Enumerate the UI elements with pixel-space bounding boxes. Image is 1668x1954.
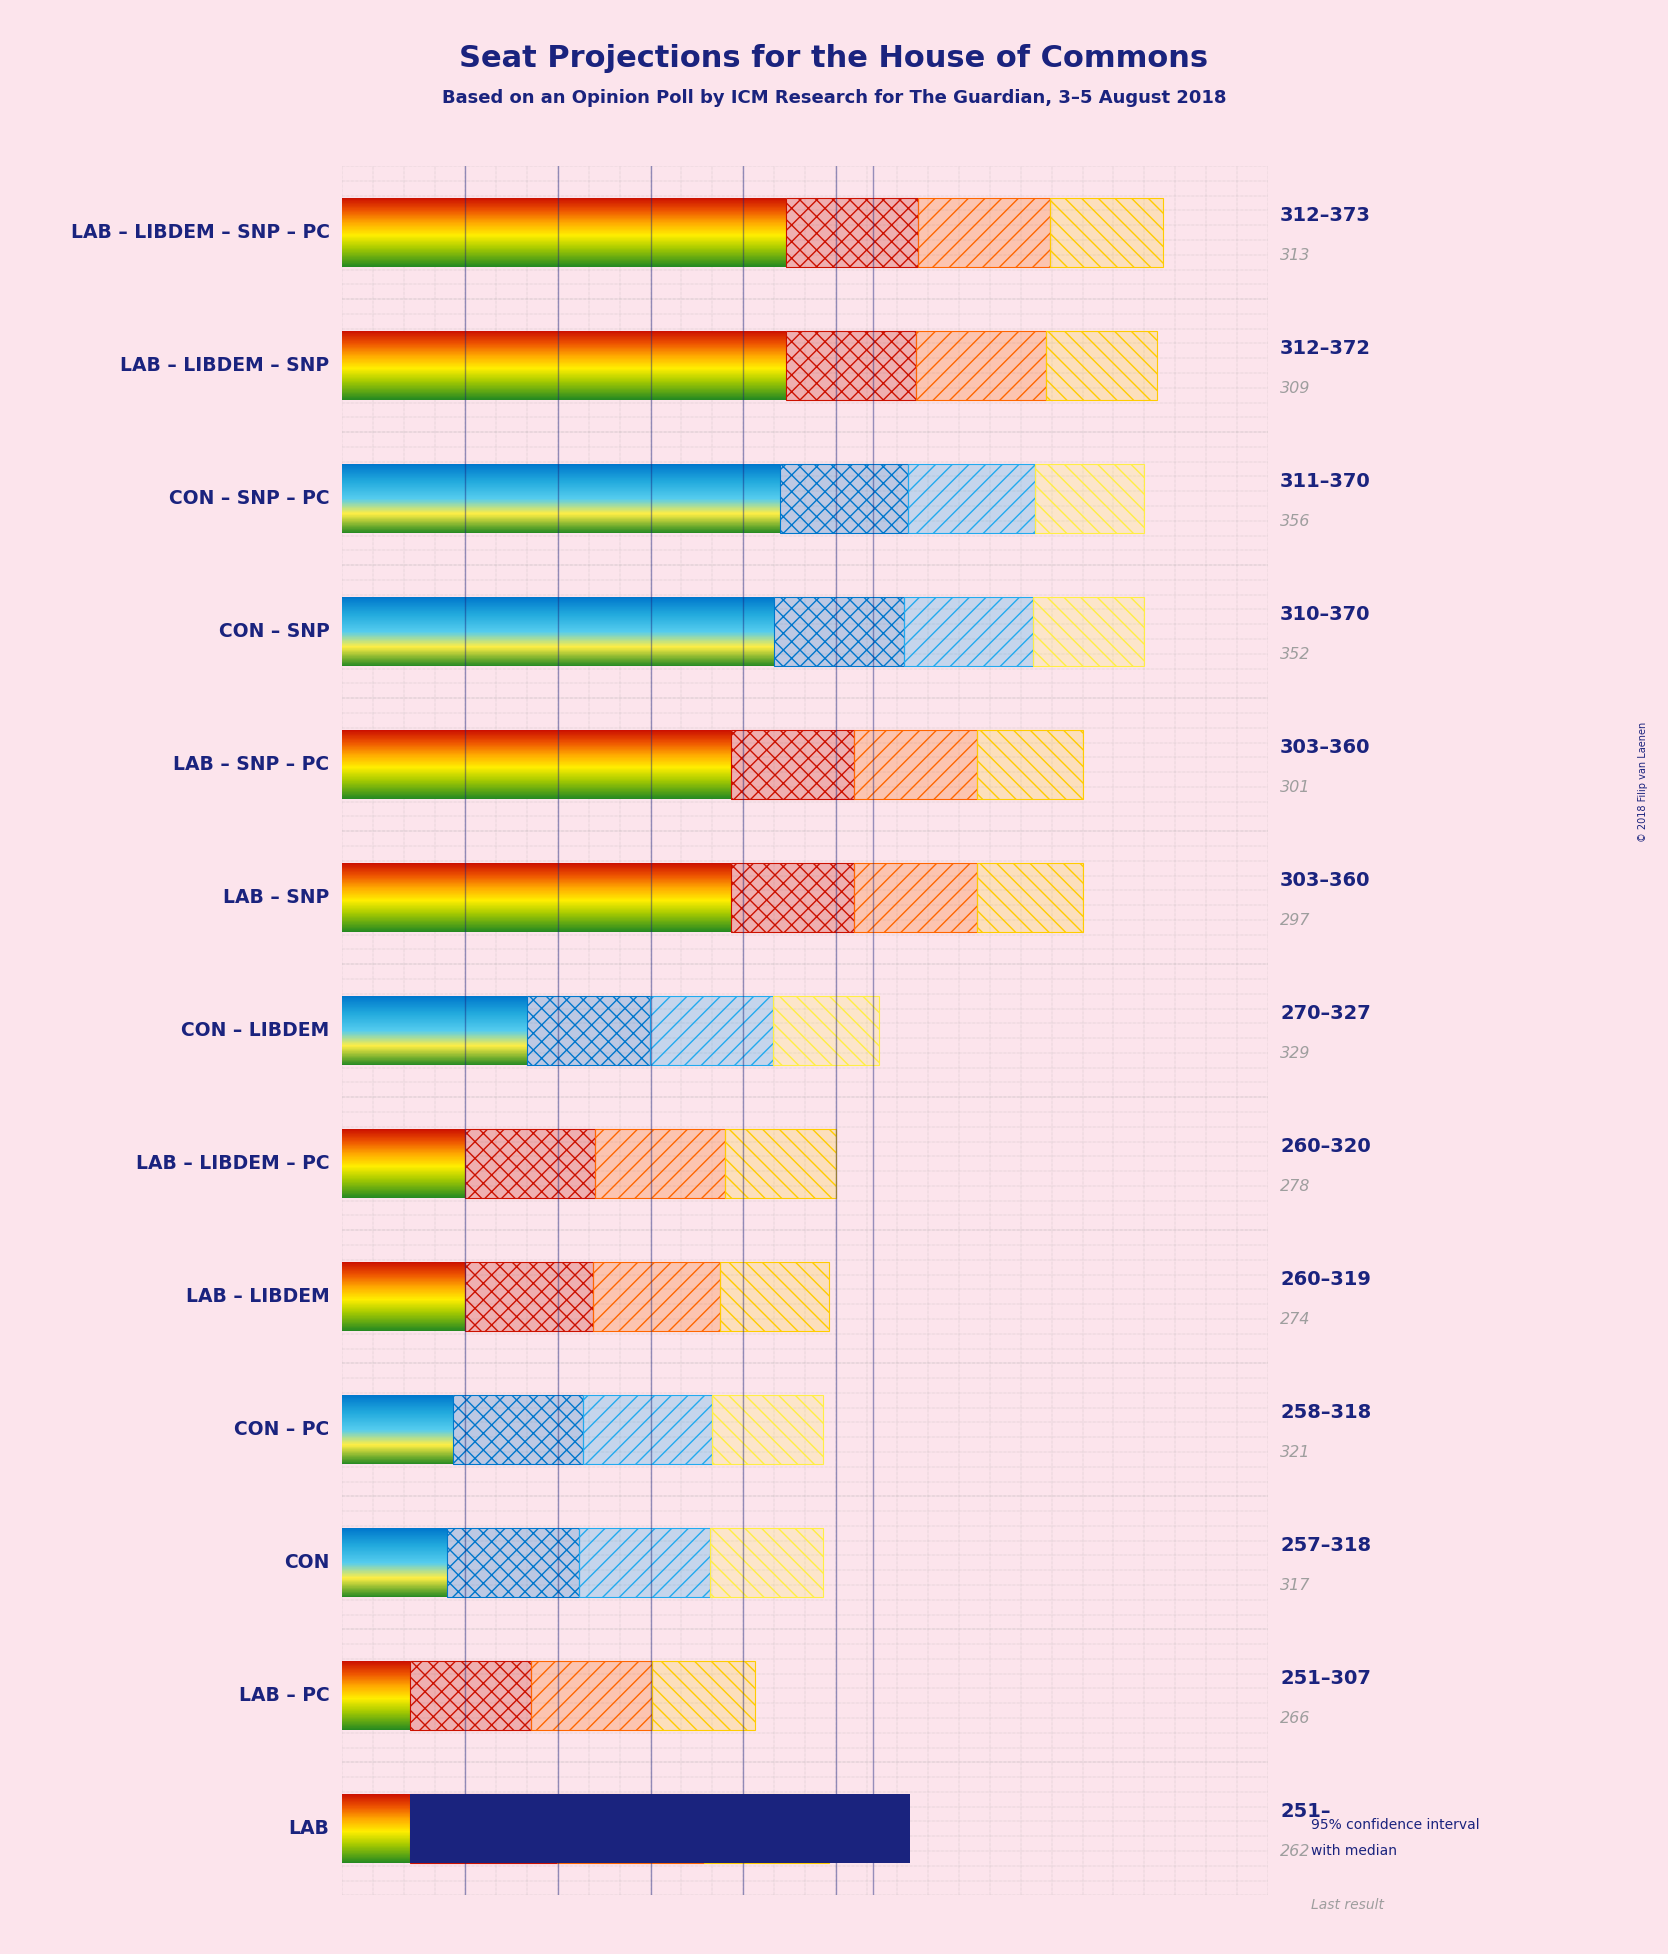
Bar bbox=[704, 1794, 829, 1864]
Bar bbox=[527, 997, 651, 1065]
Bar bbox=[977, 864, 1083, 932]
Text: CON – PC: CON – PC bbox=[234, 1421, 330, 1440]
Bar bbox=[1279, 1809, 1304, 1843]
Text: 312–372: 312–372 bbox=[1279, 338, 1371, 358]
Bar bbox=[774, 598, 904, 666]
Bar bbox=[854, 864, 977, 932]
Bar bbox=[724, 1129, 836, 1198]
Text: LAB: LAB bbox=[289, 1819, 330, 1839]
Bar bbox=[1434, 1856, 1485, 1890]
Text: CON – SNP – PC: CON – SNP – PC bbox=[168, 488, 330, 508]
Bar bbox=[1485, 1856, 1515, 1890]
Bar bbox=[917, 197, 1049, 268]
Text: 301: 301 bbox=[1279, 780, 1311, 795]
Text: 260–319: 260–319 bbox=[1279, 1270, 1371, 1290]
Text: 303–360: 303–360 bbox=[1279, 871, 1371, 889]
Text: 260–320: 260–320 bbox=[1279, 1137, 1371, 1157]
Bar bbox=[651, 997, 774, 1065]
Text: Seat Projections for the House of Commons: Seat Projections for the House of Common… bbox=[459, 45, 1209, 72]
Bar bbox=[410, 1794, 557, 1864]
Text: LAB – SNP – PC: LAB – SNP – PC bbox=[173, 754, 330, 774]
Text: 309: 309 bbox=[1279, 381, 1311, 397]
Text: with median: with median bbox=[1311, 1845, 1396, 1858]
Bar bbox=[465, 1262, 592, 1331]
Text: LAB – LIBDEM: LAB – LIBDEM bbox=[185, 1288, 330, 1307]
Bar bbox=[1036, 463, 1144, 533]
Text: CON – SNP: CON – SNP bbox=[219, 621, 330, 641]
Bar bbox=[557, 1794, 704, 1864]
Bar bbox=[1049, 197, 1163, 268]
Text: 313: 313 bbox=[1279, 248, 1311, 262]
Bar bbox=[652, 1661, 756, 1731]
Bar bbox=[786, 330, 916, 401]
Text: 278: 278 bbox=[1279, 1178, 1311, 1194]
Text: 352: 352 bbox=[1279, 647, 1311, 662]
Text: 321: 321 bbox=[1279, 1444, 1311, 1460]
Bar bbox=[711, 1528, 824, 1598]
Bar bbox=[904, 598, 1032, 666]
Text: 297: 297 bbox=[1279, 913, 1311, 928]
Text: LAB – LIBDEM – SNP – PC: LAB – LIBDEM – SNP – PC bbox=[70, 223, 330, 242]
Bar bbox=[907, 463, 1036, 533]
Bar bbox=[774, 997, 879, 1065]
Text: LAB – SNP: LAB – SNP bbox=[224, 889, 330, 907]
Bar bbox=[977, 731, 1083, 799]
Text: 270–327: 270–327 bbox=[1279, 1004, 1371, 1024]
Text: LAB – PC: LAB – PC bbox=[239, 1686, 330, 1706]
Text: 251–: 251– bbox=[1279, 1802, 1331, 1821]
Bar bbox=[731, 731, 854, 799]
Bar bbox=[530, 1661, 652, 1731]
Text: 303–360: 303–360 bbox=[1279, 739, 1371, 756]
Bar bbox=[731, 864, 854, 932]
Bar bbox=[712, 1395, 824, 1464]
Text: 266: 266 bbox=[1279, 1712, 1311, 1725]
Text: 257–318: 257–318 bbox=[1279, 1536, 1371, 1555]
Text: LAB – LIBDEM – PC: LAB – LIBDEM – PC bbox=[137, 1155, 330, 1172]
Bar bbox=[582, 1395, 712, 1464]
Bar bbox=[786, 197, 917, 268]
Text: CON – LIBDEM: CON – LIBDEM bbox=[182, 1022, 330, 1040]
Text: 312–373: 312–373 bbox=[1279, 205, 1371, 225]
Text: 251–307: 251–307 bbox=[1279, 1669, 1371, 1688]
Text: 317: 317 bbox=[1279, 1579, 1311, 1593]
Text: CON: CON bbox=[284, 1553, 330, 1573]
Text: LAB – LIBDEM – SNP: LAB – LIBDEM – SNP bbox=[120, 356, 330, 375]
Bar bbox=[447, 1528, 579, 1598]
Bar bbox=[854, 731, 977, 799]
Bar bbox=[579, 1528, 711, 1598]
Text: 356: 356 bbox=[1279, 514, 1311, 530]
Bar bbox=[781, 463, 907, 533]
Bar bbox=[454, 1395, 582, 1464]
Text: 310–370: 310–370 bbox=[1279, 606, 1371, 623]
Bar bbox=[592, 1262, 721, 1331]
Text: 258–318: 258–318 bbox=[1279, 1403, 1371, 1423]
Text: 329: 329 bbox=[1279, 1045, 1311, 1061]
Text: © 2018 Filip van Laenen: © 2018 Filip van Laenen bbox=[1638, 721, 1648, 842]
Text: 311–370: 311–370 bbox=[1279, 471, 1371, 490]
Bar bbox=[916, 330, 1046, 401]
Text: Last result: Last result bbox=[1311, 1897, 1384, 1911]
Bar bbox=[595, 1129, 724, 1198]
Text: 274: 274 bbox=[1279, 1311, 1311, 1327]
Bar bbox=[465, 1129, 595, 1198]
Text: Based on an Opinion Poll by ICM Research for The Guardian, 3–5 August 2018: Based on an Opinion Poll by ICM Research… bbox=[442, 88, 1226, 107]
Bar bbox=[721, 1262, 829, 1331]
Bar bbox=[1032, 598, 1144, 666]
Text: 262: 262 bbox=[1279, 1845, 1311, 1858]
Bar bbox=[410, 1794, 909, 1864]
Bar bbox=[410, 1661, 530, 1731]
Text: 95% confidence interval: 95% confidence interval bbox=[1311, 1817, 1480, 1833]
Bar bbox=[1046, 330, 1156, 401]
